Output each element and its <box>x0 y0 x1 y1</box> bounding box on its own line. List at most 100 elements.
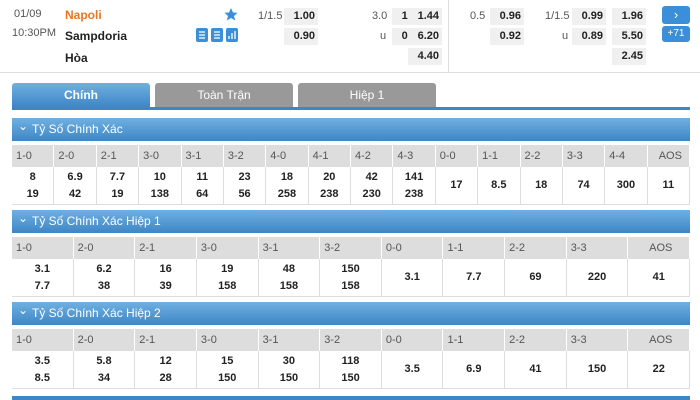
odds[interactable]: 1.96 <box>612 8 646 25</box>
odds-value[interactable]: 15 <box>221 354 234 367</box>
odds-value[interactable]: 158 <box>279 279 299 292</box>
odds-value[interactable]: 8 <box>29 170 36 183</box>
more-markets[interactable]: +71 <box>662 26 690 42</box>
odds-value[interactable]: 141 <box>404 170 424 183</box>
expand-button[interactable]: › <box>662 6 690 24</box>
divider <box>448 0 449 72</box>
tab[interactable]: Toàn Trận <box>155 83 293 107</box>
odds-value[interactable]: 18 <box>280 170 294 183</box>
score-header: 0-0 <box>381 329 444 351</box>
odds-value[interactable]: 138 <box>150 187 169 200</box>
odds-value[interactable]: 22 <box>652 363 665 375</box>
odds-value[interactable]: 220 <box>587 271 607 283</box>
odds-value[interactable]: 74 <box>577 179 590 191</box>
odds-value[interactable]: 3.5 <box>34 354 50 367</box>
odds-value[interactable]: 64 <box>196 187 209 200</box>
score-header: 1-1 <box>478 145 521 167</box>
header-row: 1-0 2-0 2-1 3-0 3-1 3-2 0-0 1-1 2-2 3-3 AOS <box>12 329 691 351</box>
odds-value[interactable]: 8.5 <box>491 179 507 191</box>
odds-value[interactable]: 18 <box>535 179 548 191</box>
odds-value[interactable]: 19 <box>111 187 124 200</box>
odds-value[interactable]: 150 <box>279 371 299 384</box>
odds[interactable]: 0.89 <box>572 28 606 45</box>
odds-value[interactable]: 6.9 <box>67 170 83 183</box>
odds[interactable]: 0.99 <box>572 8 606 25</box>
odds-value[interactable]: 23 <box>238 170 251 183</box>
odds-value[interactable]: 41 <box>529 363 542 375</box>
odds-value[interactable]: 150 <box>587 363 607 375</box>
section-header[interactable]: ⌄ Tỷ Số Chính Xác Hiệp 1 <box>12 210 690 233</box>
odds-cell: 300 <box>605 167 648 205</box>
score-header: 0-0 <box>381 237 444 259</box>
odds-value[interactable]: 3.5 <box>404 363 420 375</box>
odds-value[interactable]: 238 <box>404 187 424 200</box>
odds-row: 3.5 8.5 5.8 34 12 28 15 150 30 150 118 150 3.5 6.9 41 1… <box>12 351 691 389</box>
section-header[interactable]: ⌄ Tỷ Số Chính Xác <box>12 118 690 141</box>
odds-value[interactable]: 19 <box>26 187 39 200</box>
odds[interactable]: 6.20 <box>408 28 442 45</box>
odds[interactable]: 0.96 <box>490 8 524 25</box>
away-team[interactable]: Sampdoria <box>65 29 128 43</box>
odds-value[interactable]: 11 <box>196 170 208 183</box>
odds-value[interactable]: 41 <box>652 271 665 283</box>
odds-value[interactable]: 3.1 <box>34 262 50 275</box>
odds-value[interactable]: 7.7 <box>109 170 126 183</box>
odds-value[interactable]: 6.2 <box>96 262 112 275</box>
odds-value[interactable]: 6.9 <box>466 363 482 375</box>
odds-cell: 3.1 <box>381 259 444 297</box>
odds-value[interactable]: 20 <box>323 170 336 183</box>
odds-value[interactable]: 258 <box>277 187 297 200</box>
section: ⌄ Tỷ Số Chính Xác 1-0 2-0 2-1 3-0 3-1 3-2 4-0 4-1… <box>12 118 690 205</box>
odds[interactable]: 0.92 <box>490 28 524 45</box>
odds[interactable]: 5.50 <box>612 28 646 45</box>
odds-value[interactable]: 150 <box>341 262 360 275</box>
odds[interactable]: 1.00 <box>284 8 318 25</box>
odds-value[interactable]: 10 <box>153 170 166 183</box>
odds-value[interactable]: 150 <box>218 371 237 384</box>
odds-value[interactable]: 11 <box>662 179 675 191</box>
odds-value[interactable]: 118 <box>341 354 360 367</box>
odds-value[interactable]: 38 <box>97 279 111 292</box>
odds-value[interactable]: 300 <box>616 179 636 191</box>
odds-value[interactable]: 150 <box>341 371 360 384</box>
odds[interactable]: 4.40 <box>408 48 442 65</box>
odds-value[interactable]: 16 <box>159 262 172 275</box>
star-icon[interactable] <box>224 7 238 21</box>
odds-value[interactable]: 158 <box>218 279 237 292</box>
odds[interactable]: 1.44 <box>408 8 442 25</box>
odds-value[interactable]: 28 <box>159 371 172 384</box>
odds-value[interactable]: 17 <box>450 179 463 191</box>
odds-value[interactable]: 3.1 <box>404 271 420 283</box>
time: 10:30PM <box>12 27 57 39</box>
odds-value[interactable]: 7.7 <box>34 279 50 292</box>
odds-value[interactable]: 30 <box>282 354 295 367</box>
odds-value[interactable]: 7.7 <box>466 271 482 283</box>
score-header: 2-2 <box>520 145 563 167</box>
odds-value[interactable]: 8.5 <box>34 371 50 384</box>
odds-cell: 12 28 <box>135 351 197 389</box>
odds-value[interactable]: 34 <box>97 371 111 384</box>
odds-value[interactable]: 12 <box>159 354 172 367</box>
hdp-line: 1/1.5 <box>258 10 283 22</box>
odds[interactable]: 0.90 <box>284 28 318 45</box>
odds-value[interactable]: 238 <box>320 187 339 200</box>
tab-active[interactable]: Chính <box>12 83 150 107</box>
odds-value[interactable]: 69 <box>529 271 542 283</box>
odds-value[interactable]: 230 <box>362 187 381 200</box>
odds[interactable]: 2.45 <box>612 48 646 65</box>
odds-value[interactable]: 56 <box>238 187 251 200</box>
odds-value[interactable]: 39 <box>159 279 172 292</box>
odds-value[interactable]: 42 <box>68 187 82 200</box>
odds-value[interactable]: 48 <box>282 262 295 275</box>
stat-icons[interactable] <box>196 28 238 42</box>
odds-value[interactable]: 42 <box>365 170 378 183</box>
section-header[interactable]: ⌄ Tỷ Số Chính Xác Hiệp 2 <box>12 302 690 325</box>
score-header: AOS <box>647 145 690 167</box>
odds-value[interactable]: 158 <box>341 279 360 292</box>
home-team[interactable]: Napoli <box>65 8 102 22</box>
tab[interactable]: Hiệp 1 <box>298 83 436 107</box>
score-header: 2-2 <box>505 329 567 351</box>
odds-value[interactable]: 5.8 <box>96 354 112 367</box>
score-header: 2-0 <box>73 329 136 351</box>
odds-value[interactable]: 19 <box>221 262 234 275</box>
